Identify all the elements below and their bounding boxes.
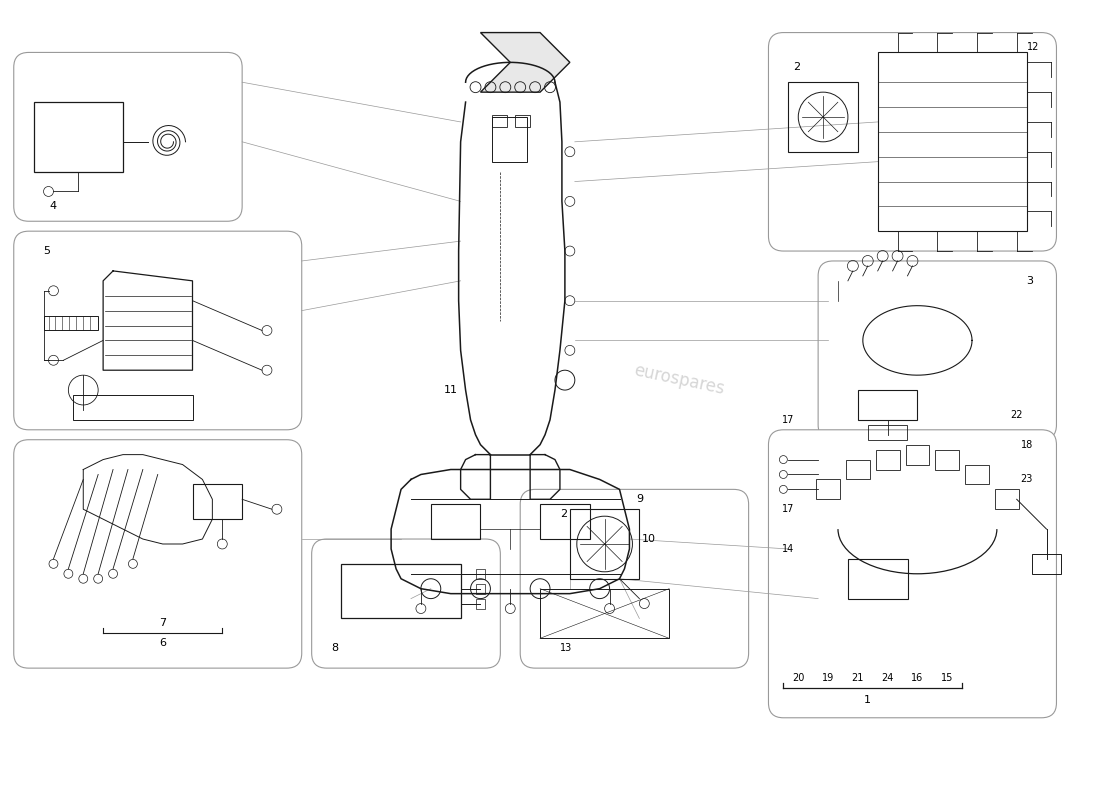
Text: 22: 22	[1011, 410, 1023, 420]
Text: 14: 14	[782, 544, 794, 554]
FancyBboxPatch shape	[14, 53, 242, 222]
Bar	[44, 315, 98, 330]
Bar	[878, 53, 1026, 231]
Text: 13: 13	[560, 643, 572, 654]
Text: 2: 2	[793, 62, 801, 72]
Text: 15: 15	[940, 673, 954, 683]
Text: 23: 23	[1021, 474, 1033, 485]
Bar	[475, 569, 485, 578]
Text: 5: 5	[44, 246, 51, 256]
Bar	[905, 445, 930, 465]
Bar	[34, 102, 123, 171]
Text: 24: 24	[881, 673, 894, 683]
Bar	[935, 450, 959, 470]
Bar	[965, 465, 989, 485]
Bar	[994, 490, 1019, 510]
Bar	[816, 479, 840, 499]
FancyBboxPatch shape	[14, 440, 301, 668]
Text: 9: 9	[636, 494, 642, 504]
Text: 7: 7	[160, 618, 166, 629]
Text: eurospares: eurospares	[205, 262, 299, 299]
Text: 19: 19	[822, 673, 834, 683]
Bar	[475, 584, 485, 594]
FancyBboxPatch shape	[311, 539, 500, 668]
Text: 16: 16	[911, 673, 924, 683]
Text: 11: 11	[443, 385, 458, 395]
Text: 17: 17	[782, 504, 794, 514]
Bar	[540, 589, 669, 638]
Bar	[341, 564, 461, 618]
Bar	[868, 425, 908, 440]
FancyBboxPatch shape	[818, 261, 1056, 440]
Text: 8: 8	[331, 643, 339, 654]
Bar	[515, 115, 530, 127]
Text: 3: 3	[1026, 276, 1034, 286]
Text: 20: 20	[792, 673, 804, 683]
Text: 4: 4	[50, 202, 57, 211]
Text: 18: 18	[1021, 440, 1033, 450]
Bar	[858, 390, 917, 420]
Text: 10: 10	[642, 534, 657, 544]
Bar	[876, 450, 900, 470]
Text: 12: 12	[1026, 42, 1039, 53]
FancyBboxPatch shape	[520, 490, 749, 668]
Bar	[493, 115, 507, 127]
Bar	[493, 117, 527, 162]
Bar	[1032, 554, 1062, 574]
Text: 2: 2	[560, 510, 568, 519]
Text: 21: 21	[851, 673, 864, 683]
Bar	[475, 598, 485, 609]
Bar	[540, 504, 590, 539]
FancyBboxPatch shape	[769, 33, 1056, 251]
Bar	[848, 559, 908, 598]
Bar	[570, 510, 639, 578]
FancyBboxPatch shape	[14, 231, 301, 430]
Text: eurospares: eurospares	[632, 362, 726, 398]
Text: 17: 17	[782, 415, 794, 425]
Text: 1: 1	[865, 695, 871, 705]
Text: 6: 6	[160, 638, 166, 648]
Bar	[192, 485, 242, 519]
Bar	[846, 459, 870, 479]
Bar	[789, 82, 858, 152]
Bar	[74, 395, 192, 420]
Polygon shape	[481, 33, 570, 92]
FancyBboxPatch shape	[769, 430, 1056, 718]
Bar	[431, 504, 481, 539]
